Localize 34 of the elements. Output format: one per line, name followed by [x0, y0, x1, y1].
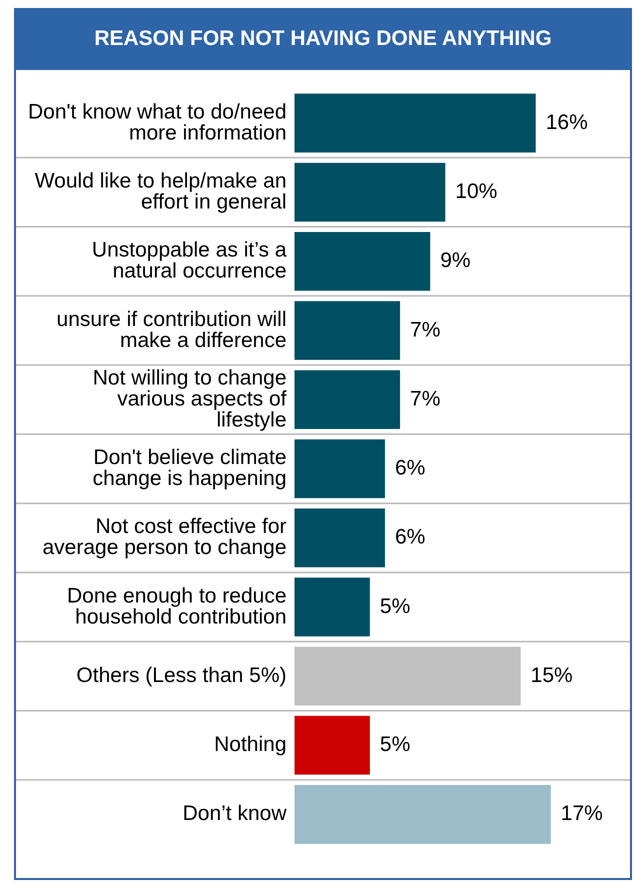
data-label: 10%: [455, 180, 498, 203]
y-tick-label: Not cost effective for average person to change: [42, 515, 287, 560]
data-label: 15%: [530, 664, 573, 687]
bar: [294, 232, 430, 291]
y-tick-label: Unstoppable as it’s a natural occurrence: [92, 238, 287, 283]
data-label: 7%: [410, 318, 440, 342]
bar: [294, 716, 370, 775]
y-tick-label: Don't know what to do/need more information: [28, 100, 287, 144]
bar: [294, 370, 400, 429]
data-label: 9%: [440, 249, 471, 272]
data-label: 7%: [410, 387, 440, 410]
y-tick-label: Don't believe climate change is happening: [92, 446, 287, 490]
data-label: 6%: [394, 456, 426, 480]
data-label: 16%: [546, 110, 588, 134]
y-tick-label: unsure if contribution will make a difference: [56, 308, 287, 352]
y-tick-label: Others (Less than 5%): [76, 664, 287, 687]
y-tick-label: Would like to help/make an effort in general: [34, 170, 287, 214]
bar: [294, 785, 551, 844]
bar: [294, 301, 400, 360]
data-label: 17%: [560, 802, 603, 826]
data-label: 5%: [380, 733, 410, 756]
bar: [294, 646, 521, 706]
bar: [294, 578, 370, 636]
y-tick-label: Nothing: [214, 733, 287, 756]
bar: [294, 162, 446, 222]
y-tick-label: Done enough to reduce household contribution: [66, 584, 287, 628]
y-tick-label: Don’t know: [182, 802, 288, 826]
bar: [294, 508, 385, 568]
data-label: 6%: [394, 526, 426, 549]
data-label: 5%: [380, 594, 410, 618]
chart-title: REASON FOR NOT HAVING DONE ANYTHING: [16, 8, 630, 70]
bar: [294, 439, 385, 498]
bar: [294, 94, 536, 152]
y-tick-label: Not willing to change various aspects of lifestyle: [92, 366, 287, 432]
